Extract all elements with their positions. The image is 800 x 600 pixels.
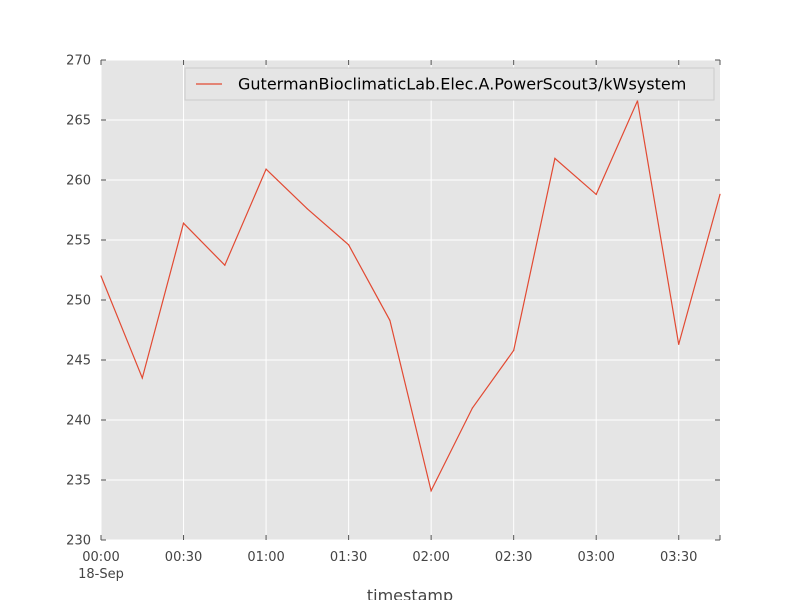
data-point — [595, 193, 597, 195]
x-tick-label: 00:30 — [165, 550, 202, 565]
data-point — [100, 275, 102, 277]
y-tick-label: 235 — [66, 474, 91, 489]
legend-label: GutermanBioclimaticLab.Elec.A.PowerScout… — [238, 75, 686, 94]
x-tick-label: 02:30 — [495, 550, 532, 565]
data-point — [719, 193, 721, 195]
data-point — [265, 168, 267, 170]
legend-box — [184, 67, 715, 101]
y-tick-label: 270 — [66, 54, 91, 69]
x-tick-sublabel: 18-Sep — [78, 567, 124, 582]
tick-marks — [100, 59, 721, 541]
series-line — [100, 98, 721, 493]
y-tick-label: 265 — [66, 114, 91, 129]
x-tick-label: 03:00 — [577, 550, 614, 565]
x-axis-label: timestamp — [367, 586, 453, 600]
data-point — [678, 343, 680, 345]
y-tick-label: 260 — [66, 174, 91, 189]
x-tick-label: 01:30 — [330, 550, 367, 565]
y-tick-label: 230 — [66, 534, 91, 549]
x-tick-label: 03:30 — [660, 550, 697, 565]
y-tick-label: 245 — [66, 354, 91, 369]
data-point — [513, 349, 515, 351]
data-point — [389, 319, 391, 321]
x-tick-label: 02:00 — [412, 550, 449, 565]
data-point — [182, 222, 185, 224]
x-tick-label: 01:00 — [247, 550, 284, 565]
x-tick-label: 00:00 — [82, 550, 119, 565]
data-point — [141, 377, 143, 379]
data-point — [430, 490, 432, 492]
data-point — [554, 157, 556, 159]
y-tick-label: 250 — [66, 294, 91, 309]
data-point — [348, 244, 350, 246]
legend: GutermanBioclimaticLab.Elec.A.PowerScout… — [184, 67, 715, 101]
data-point — [471, 407, 473, 409]
y-tick-label: 255 — [66, 234, 91, 249]
tick-labels: 230 235 240 245 250 255 260 265 270 00:00 18-Sep 00… — [66, 54, 697, 583]
y-tick-label: 240 — [66, 414, 91, 429]
series-layer — [100, 98, 721, 493]
data-point — [224, 264, 226, 266]
data-point — [306, 208, 308, 210]
